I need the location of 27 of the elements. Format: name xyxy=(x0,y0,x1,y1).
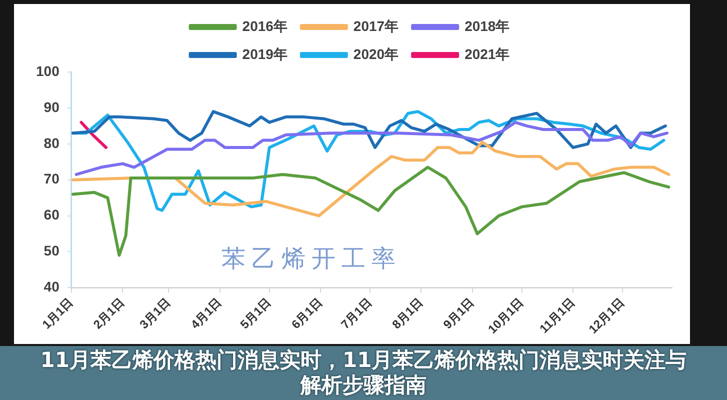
y-tick-label: 90 xyxy=(44,98,60,115)
y-tick-label: 40 xyxy=(44,278,60,295)
y-tick-label: 100 xyxy=(36,62,60,79)
text: 11月苯乙烯价格热门消息实时，11月苯乙烯价格热门消息实时关注与解析步骤指南 xyxy=(0,346,727,400)
legend-label: 2021年 xyxy=(464,46,510,62)
text: 苯乙烯开工率 xyxy=(222,245,402,272)
legend-label: 2016年 xyxy=(242,18,288,34)
y-tick-label: 60 xyxy=(44,206,60,223)
x-tick-label: 1月1日 xyxy=(40,295,76,332)
legend-label: 2017年 xyxy=(353,18,399,34)
x-tick-label: 10月1日 xyxy=(485,295,526,336)
legend-label: 2019年 xyxy=(242,46,288,62)
x-tick-label: 2月1日 xyxy=(90,295,127,332)
y-tick-label: 50 xyxy=(44,242,60,259)
x-tick-label: 4月1日 xyxy=(188,295,224,332)
x-tick-label: 9月1日 xyxy=(440,295,477,332)
legend-label: 2018年 xyxy=(464,18,510,34)
legend-label: 2020年 xyxy=(353,46,399,62)
x-tick-label: 12月1日 xyxy=(586,295,627,336)
x-tick-label: 8月1日 xyxy=(389,295,426,332)
y-tick-label: 80 xyxy=(44,134,60,151)
x-tick-label: 7月1日 xyxy=(338,295,374,332)
x-tick-label: 5月1日 xyxy=(238,295,274,332)
x-tick-label: 6月1日 xyxy=(288,295,325,332)
x-tick-label: 11月1日 xyxy=(536,295,578,336)
x-tick-label: 3月1日 xyxy=(136,295,174,332)
y-tick-label: 70 xyxy=(44,170,60,187)
